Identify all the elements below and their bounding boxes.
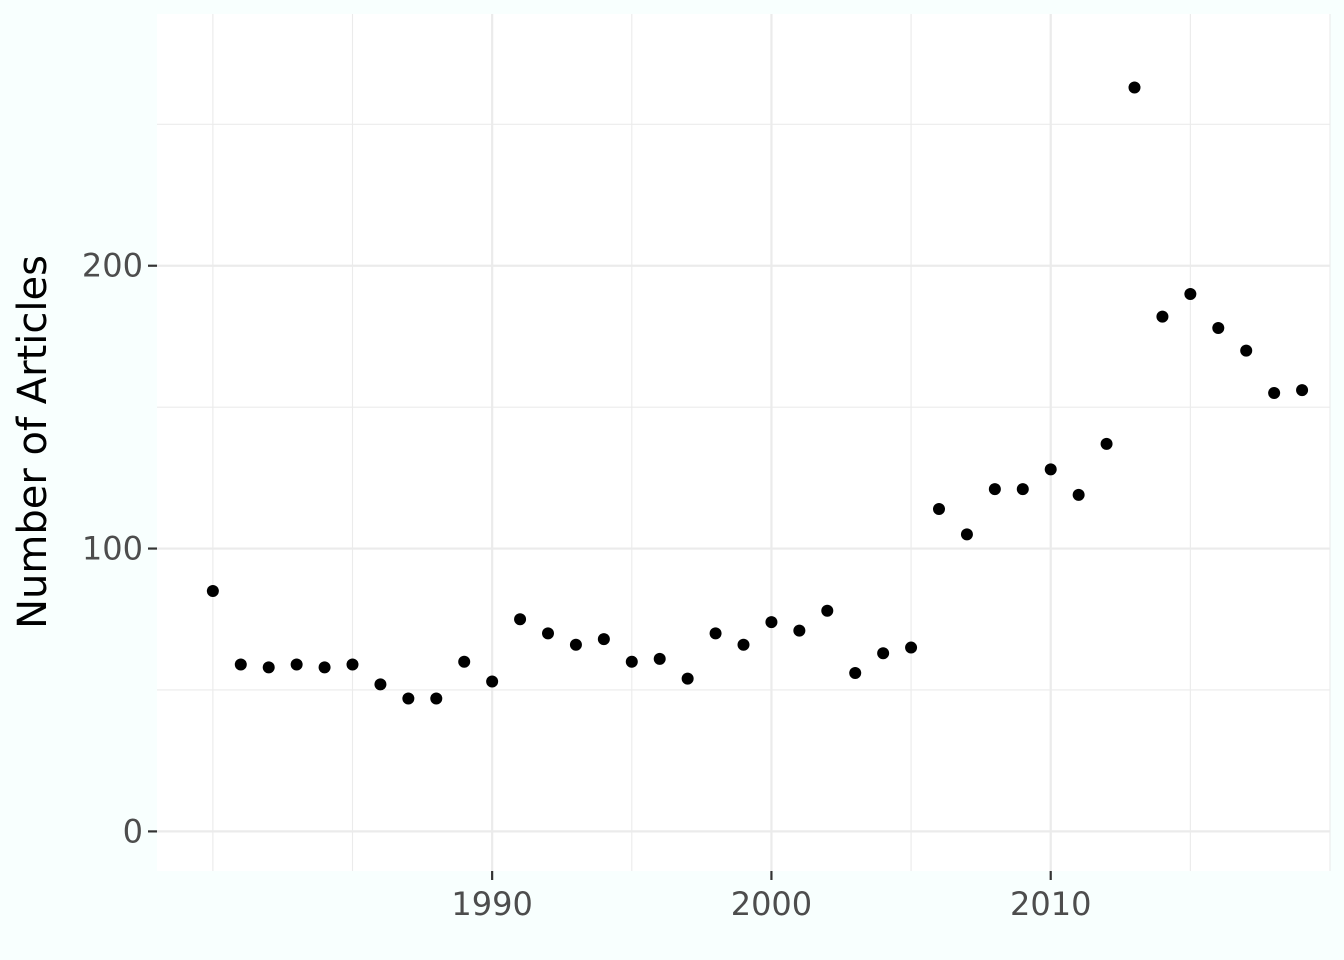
data-point: [290, 658, 303, 671]
data-point: [1100, 437, 1113, 450]
data-point: [206, 584, 219, 597]
data-point: [514, 613, 527, 626]
data-point: [1016, 483, 1029, 496]
data-points: [206, 81, 1309, 705]
data-point: [402, 692, 415, 705]
data-point: [988, 483, 1001, 496]
data-point: [1184, 288, 1197, 301]
data-point: [877, 647, 890, 660]
data-point: [653, 652, 666, 665]
data-point: [1128, 81, 1141, 94]
data-point: [709, 627, 722, 640]
data-point: [1212, 321, 1225, 334]
data-point: [849, 667, 862, 680]
y-tick-label: 200: [82, 247, 143, 285]
data-point: [905, 641, 918, 654]
data-point: [737, 638, 750, 651]
data-point: [1072, 488, 1085, 501]
data-point: [681, 672, 694, 685]
x-axis: 1990 2000 2010: [451, 871, 1091, 923]
data-point: [1268, 387, 1281, 400]
y-tick-label: 100: [82, 530, 143, 568]
data-point: [486, 675, 499, 688]
minor-gridlines: [157, 14, 1331, 871]
data-point: [374, 678, 387, 691]
data-point: [960, 528, 973, 541]
data-point: [234, 658, 247, 671]
plot-panel: [157, 14, 1330, 871]
y-tick-label: 0: [123, 812, 143, 850]
data-point: [1296, 384, 1309, 397]
x-tick-label: 2000: [731, 885, 812, 923]
data-point: [793, 624, 806, 637]
data-point: [430, 692, 443, 705]
data-point: [821, 604, 834, 617]
data-point: [765, 616, 778, 629]
y-axis: 0 100 200: [82, 247, 157, 850]
data-point: [1044, 463, 1057, 476]
data-point: [1240, 344, 1253, 357]
data-point: [569, 638, 582, 651]
y-axis-title: Number of Articles: [10, 255, 56, 629]
x-tick-label: 1990: [451, 885, 532, 923]
data-point: [346, 658, 359, 671]
data-point: [933, 502, 945, 515]
data-point: [625, 655, 638, 668]
data-point: [318, 661, 331, 674]
data-point: [262, 661, 275, 674]
data-point: [458, 655, 471, 668]
data-point: [542, 627, 554, 640]
x-tick-label: 2010: [1010, 885, 1091, 923]
data-point: [597, 633, 610, 646]
major-gridlines: [157, 14, 1330, 871]
data-point: [1156, 310, 1169, 323]
